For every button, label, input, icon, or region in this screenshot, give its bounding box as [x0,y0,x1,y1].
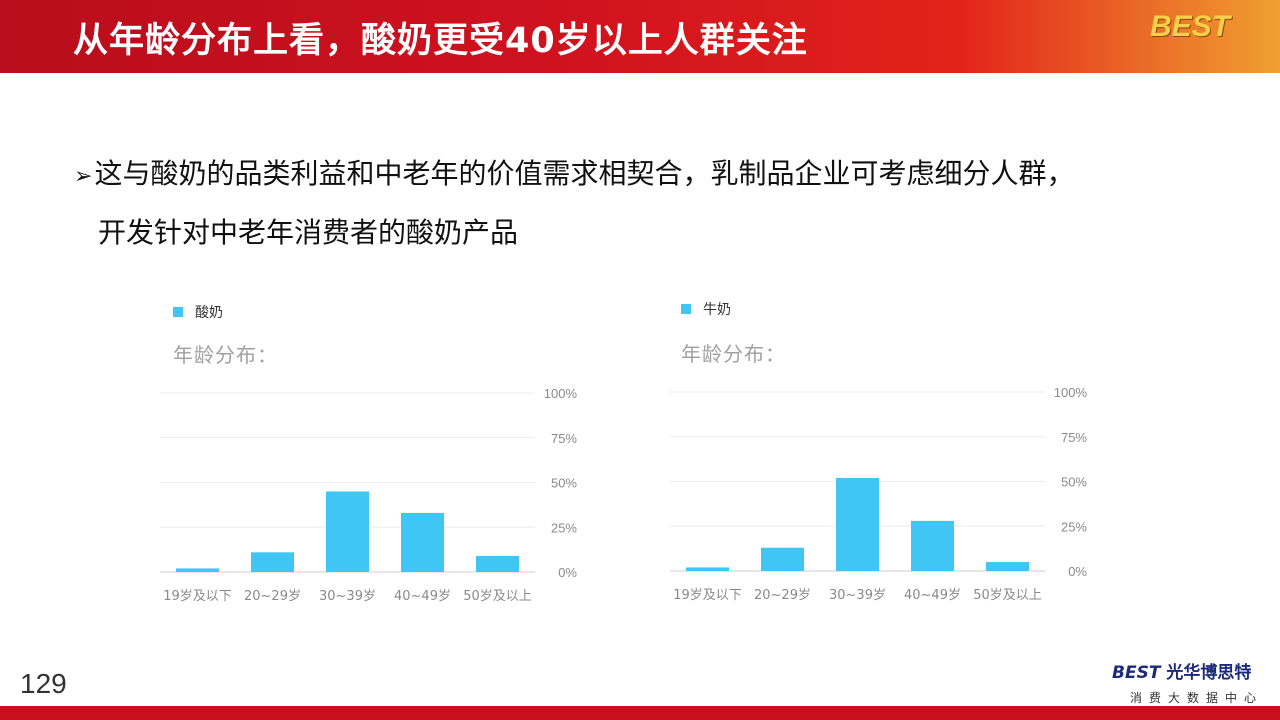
chart-2-plot: 0% 25% 50% 75% 100% 19岁及以下 20~29岁 30~39岁 40~49岁 5… [670,385,1088,603]
x-tick-label: 40~49岁 [904,588,961,603]
x-tick-label: 30~39岁 [319,589,376,604]
bar [476,555,519,572]
arrow-bullet-icon: ➢ [74,164,93,189]
bar [176,568,219,572]
y-tick-label: 0% [558,565,577,580]
bar [686,567,729,571]
bullet-line-1: ➢这与酸奶的品类利益和中老年的价值需求相契合，乳制品企业可考虑细分人群， [74,146,1234,205]
y-tick-label: 25% [1061,519,1087,534]
bar [761,547,804,571]
chart-1-plot: 0% 25% 50% 75% 100% 19岁及以下 20~29岁 30~39岁 40~49岁 5… [160,386,578,604]
x-tick-label: 50岁及以上 [973,588,1042,603]
y-tick-label: 100% [1054,385,1088,400]
footer-logo-best: BEST [1112,663,1161,683]
header-bar: 从年龄分布上看，酸奶更受40岁以上人群关注 BEST [0,0,1280,73]
x-tick-label: 40~49岁 [394,589,451,604]
y-tick-label: 0% [1068,564,1087,579]
y-tick-label: 50% [551,476,577,491]
x-tick-label: 30~39岁 [829,588,886,603]
chart-1-legend-label: 酸奶 [195,305,223,321]
chart-2-legend-label: 牛奶 [703,302,731,318]
legend-swatch-icon [681,304,691,314]
y-tick-label: 25% [551,520,577,535]
page-title: 从年龄分布上看，酸奶更受40岁以上人群关注 [73,21,808,61]
y-tick-label: 75% [1061,430,1087,445]
bar [836,477,879,571]
bottom-bar [0,706,1280,720]
footer-logo-name: 光华博思特 [1166,663,1252,683]
y-tick-label: 50% [1061,475,1087,490]
bar [401,512,444,572]
chart-2-legend: 牛奶 [681,299,731,319]
x-tick-label: 50岁及以上 [463,589,532,604]
bar [911,520,954,571]
y-tick-label: 75% [551,431,577,446]
bar [326,491,369,572]
x-tick-label: 20~29岁 [244,589,301,604]
legend-swatch-icon [173,307,183,317]
x-tick-label: 19岁及以下 [163,589,232,604]
chart-1-title: 年龄分布： [173,343,278,367]
chart-1-legend: 酸奶 [173,302,223,322]
bullet-text: ➢这与酸奶的品类利益和中老年的价值需求相契合，乳制品企业可考虑细分人群， 开发针… [74,146,1234,261]
chart-2-title: 年龄分布： [681,342,786,366]
x-tick-label: 19岁及以下 [673,588,742,603]
bar [986,562,1029,571]
footer-logo-subtitle: 消费大数据中心 [1130,691,1264,705]
bullet-text-line-2: 开发针对中老年消费者的酸奶产品 [98,216,519,249]
bullet-text-line-1: 这与酸奶的品类利益和中老年的价值需求相契合，乳制品企业可考虑细分人群， [94,157,1075,190]
y-tick-label: 100% [544,386,578,401]
best-logo: BEST [1150,10,1231,43]
page-number: 129 [20,668,67,699]
bar [251,552,294,572]
x-tick-label: 20~29岁 [754,588,811,603]
footer-logo: BEST 光华博思特 消费大数据中心 [1112,658,1272,706]
